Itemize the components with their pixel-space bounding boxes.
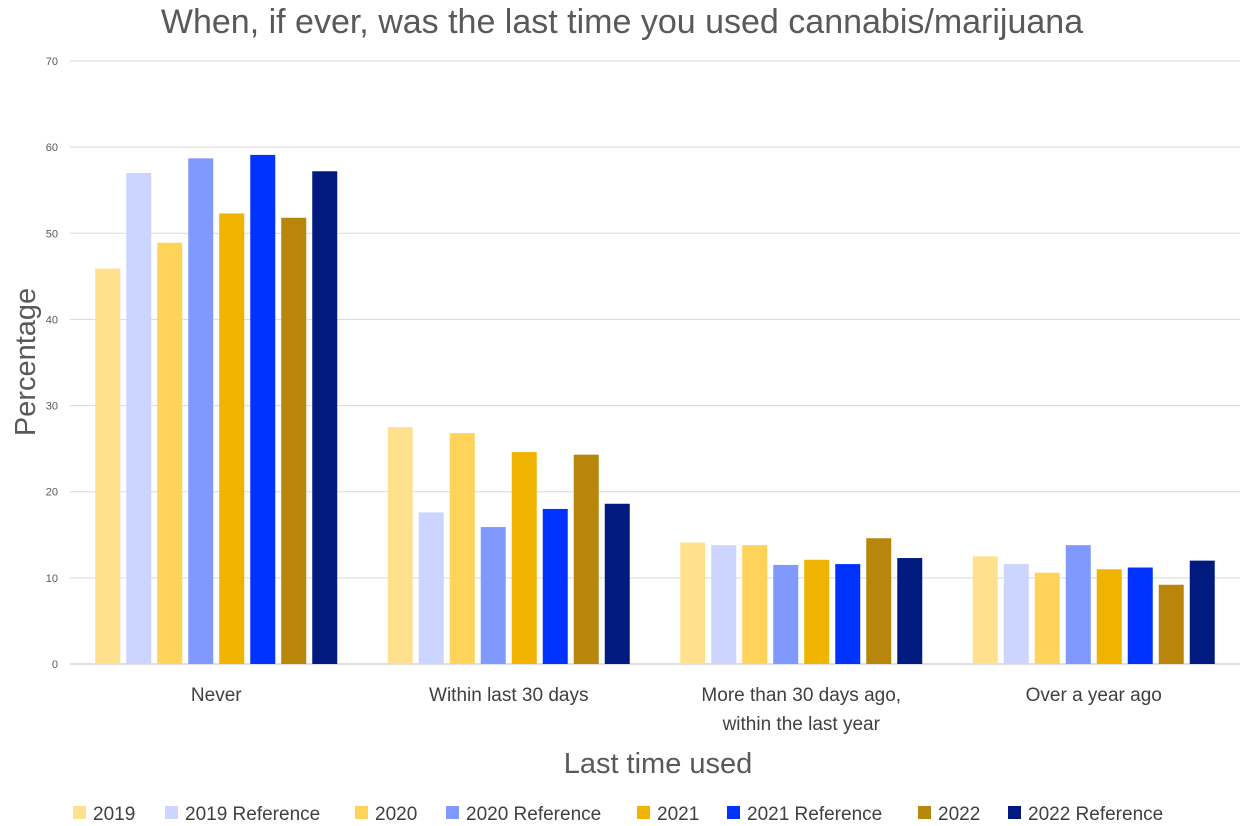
legend-swatch [446,806,459,819]
legend-swatch [165,806,178,819]
bar-2021-reference [542,508,568,664]
category-label: Within last 30 days [429,685,588,706]
legend-swatch [727,806,740,819]
legend-label: 2022 Reference [1028,804,1163,825]
legend-label: 2020 [375,804,417,825]
bar-2021-reference [1127,567,1153,664]
gridlines [70,60,1240,665]
bar-2020-reference [1065,545,1091,664]
bar-2019-reference [1003,564,1029,664]
bar-2020 [449,433,475,664]
bar-2022-reference [897,558,923,664]
legend-swatch [73,806,86,819]
bar-2021 [511,452,537,664]
y-tick-label: 40 [46,314,58,326]
bar-2020-reference [188,158,214,664]
bar-2022 [573,454,599,664]
bar-2019 [972,556,998,664]
category-label: Over a year ago [1026,685,1162,706]
bar-2021-reference [250,154,276,664]
bar-2022 [866,538,892,664]
bar-2019 [387,427,413,664]
bar-2022-reference [1189,560,1215,664]
y-tick-label: 0 [52,659,58,671]
bar-2020 [1034,572,1060,664]
legend-swatch [1008,806,1021,819]
y-tick-label: 50 [46,228,58,240]
legend-label: 2019 Reference [185,804,320,825]
category-labels: Never Within last 30 days More than 30 day… [191,685,1162,735]
y-tick-label: 20 [46,487,58,499]
y-tick-label: 30 [46,401,58,413]
legend-label: 2021 Reference [747,804,882,825]
legend-label: 2021 [657,804,699,825]
bar-2022 [281,217,307,664]
legend-label: 2019 [93,804,135,825]
bar-2019-reference [126,172,152,664]
legend-label: 2022 [938,804,980,825]
bar-2020 [742,545,768,664]
bar-2020-reference [773,564,799,664]
category-label: More than 30 days ago, [701,685,901,706]
bar-2019-reference [418,512,444,664]
bar-2022-reference [604,503,630,664]
legend-label: 2020 Reference [466,804,601,825]
bar-2021 [219,213,245,665]
bar-2021 [1096,569,1122,664]
y-tick-label: 70 [46,56,58,68]
y-axis-title: Percentage [10,288,42,436]
legend-swatch [637,806,650,819]
bar-2019 [95,268,121,664]
y-tick-label: 10 [46,573,58,585]
legend-swatch [918,806,931,819]
category-label: within the last year [722,714,881,735]
y-axis-ticks: 0 10 20 30 40 50 60 70 [46,56,58,671]
bar-2021 [804,559,830,664]
bar-2021-reference [835,564,861,664]
bar-2019 [680,542,706,664]
bar-2020 [157,242,183,665]
category-label: Never [191,685,242,706]
legend-swatch [355,806,368,819]
x-axis-title: Last time used [564,748,753,780]
bar-2019-reference [711,545,737,664]
bar-2020-reference [480,527,506,664]
bar-2022 [1158,584,1184,664]
legend: 2019 2019 Reference 2020 2020 Reference 2021… [73,804,1163,825]
y-tick-label: 60 [46,142,58,154]
chart-title: When, if ever, was the last time you use… [161,3,1083,41]
bars [95,154,1215,665]
bar-2022-reference [312,171,338,664]
